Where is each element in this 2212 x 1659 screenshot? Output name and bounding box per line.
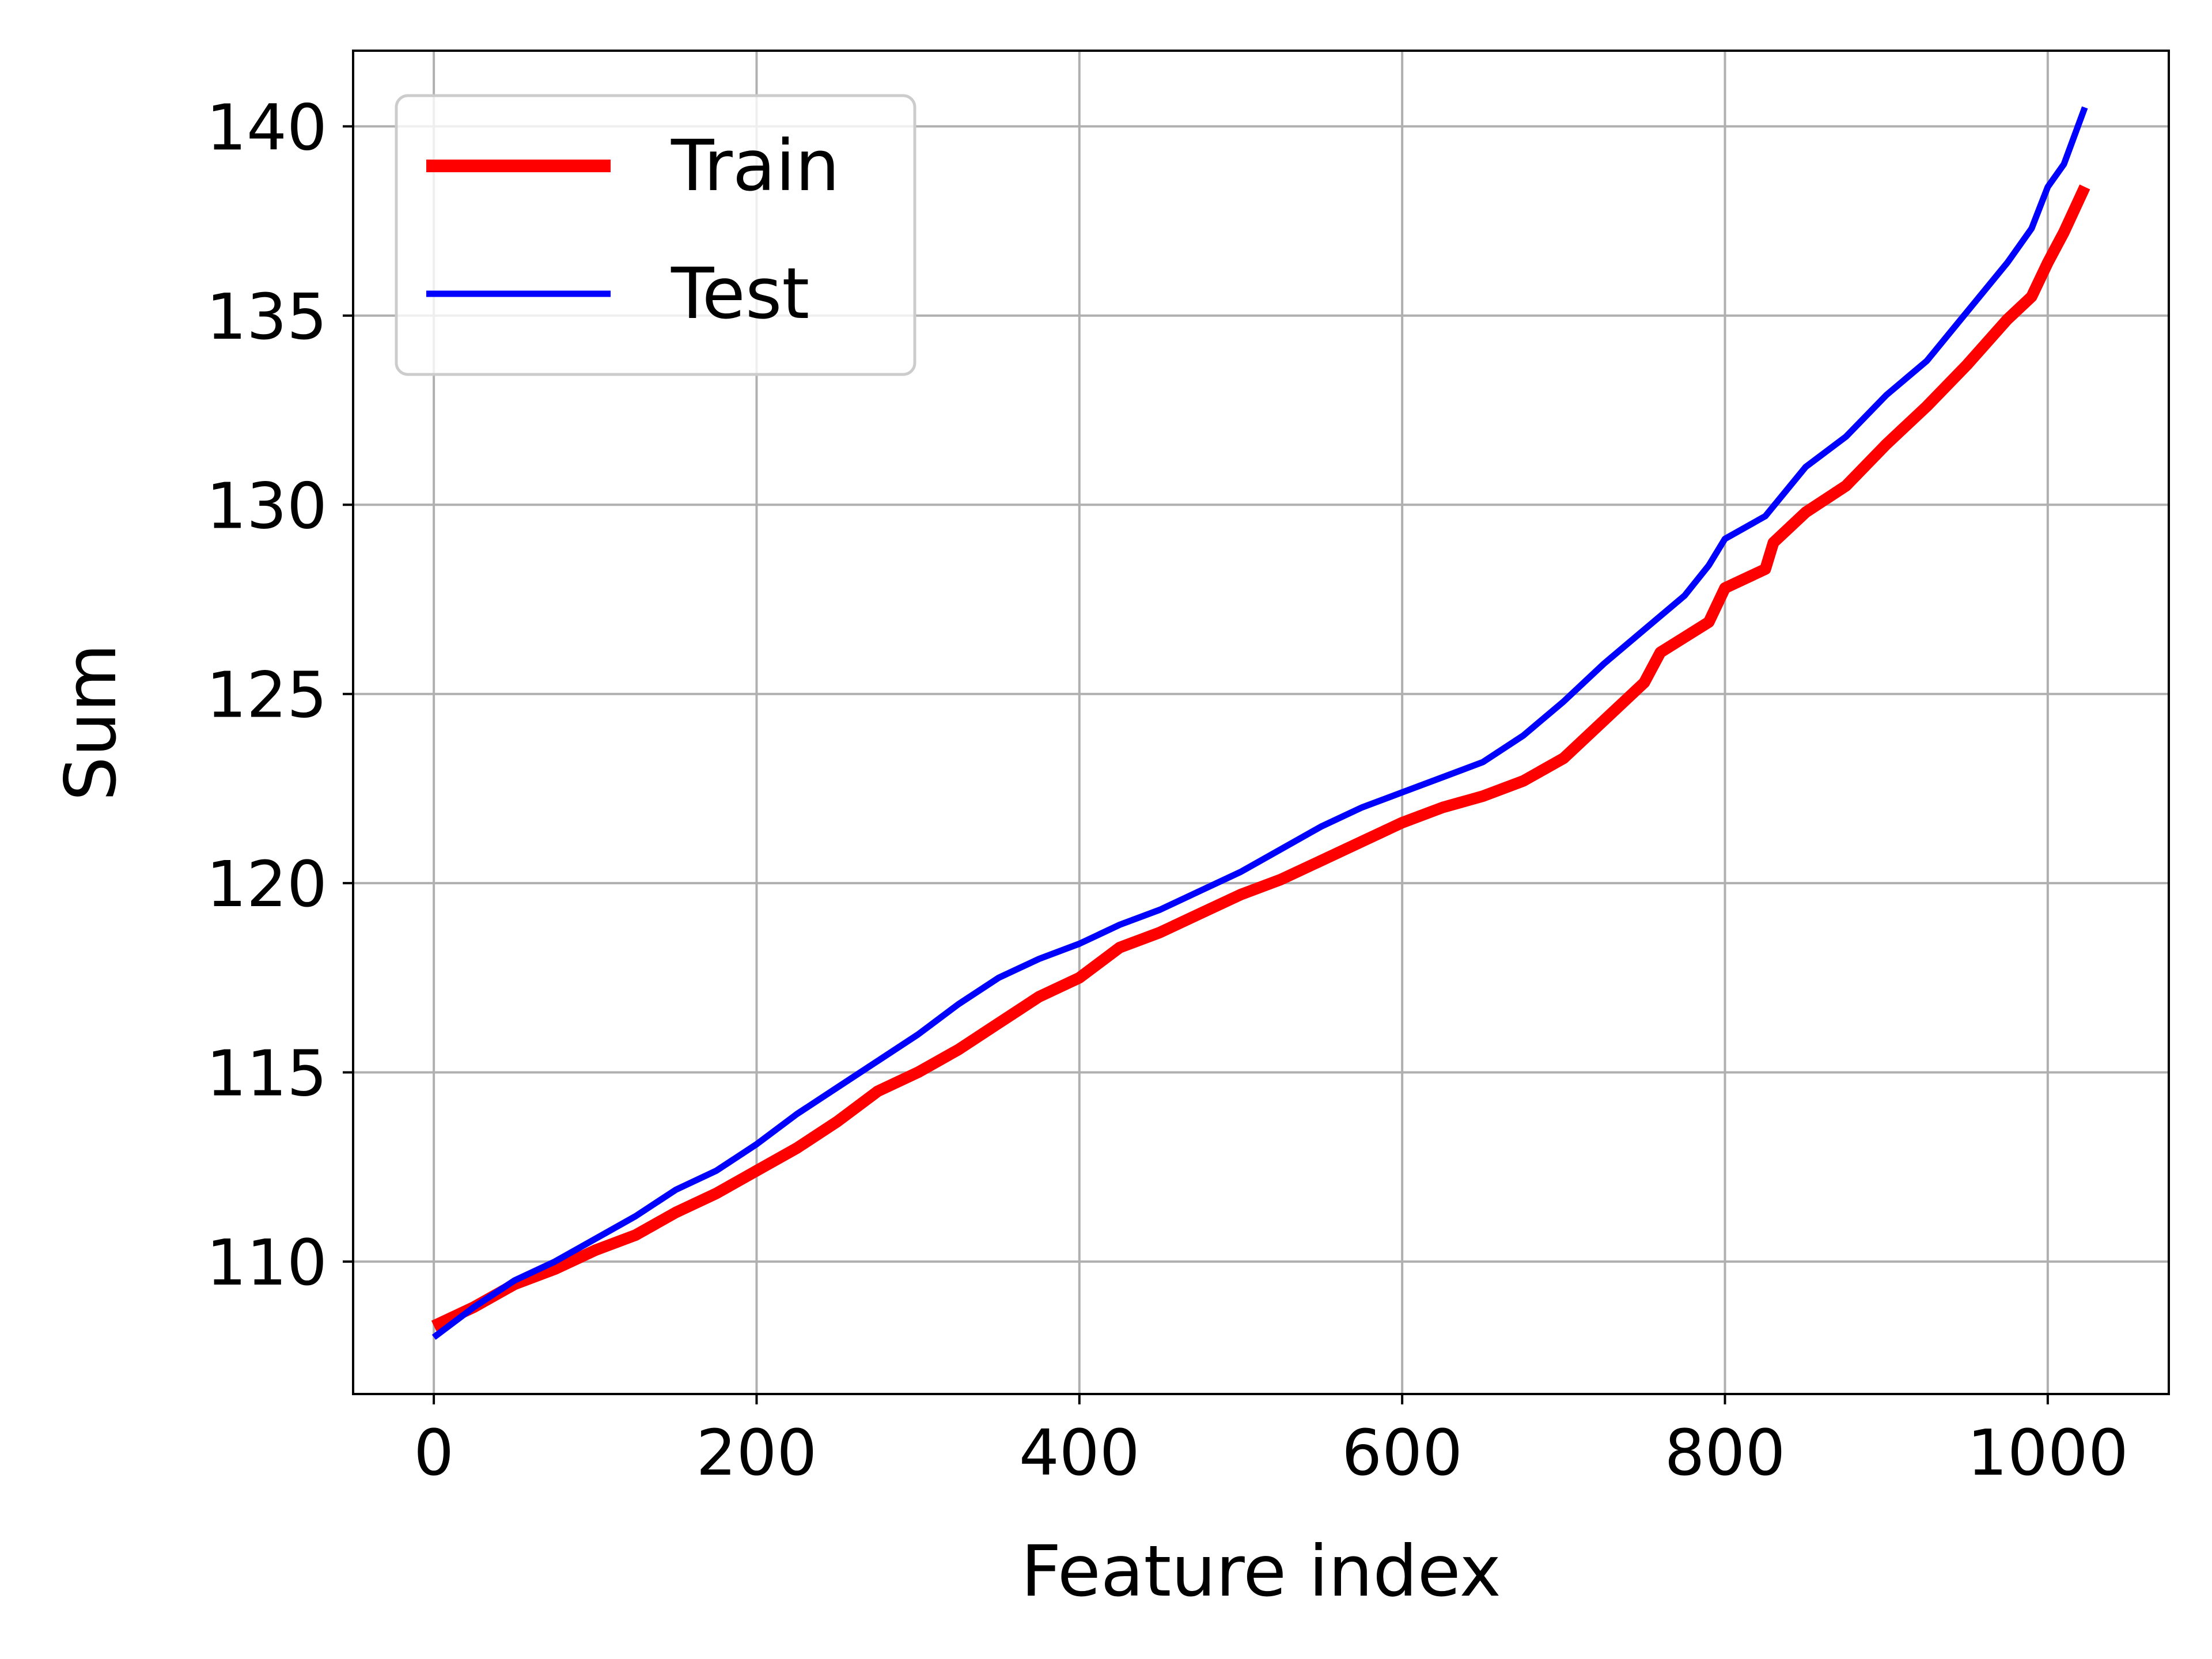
series-layer [431,106,2090,1340]
x-tick-label: 0 [414,1416,454,1490]
plot-frame [352,50,2170,1395]
y-tick-label: 110 [206,1226,327,1300]
y-tick-label: 120 [206,847,327,921]
x-tick-label: 1000 [1967,1416,2128,1490]
y-tick-label: 140 [206,90,327,164]
x-tick-label: 400 [1019,1416,1140,1490]
x-tick-label: 800 [1665,1416,1786,1490]
y-tick-label: 135 [206,280,327,354]
y-tick-label: 115 [206,1037,327,1111]
y-axis-label: Sum [50,643,132,801]
y-tick-label: 130 [206,469,327,543]
legend-test-label: Test [671,253,809,335]
legend-train-label: Train [671,125,840,207]
x-axis-label: Feature index [1021,1531,1501,1612]
series-line-train [431,184,2090,1331]
y-tick-label: 125 [206,658,327,732]
series-line-test [431,106,2088,1340]
x-tick-label: 600 [1342,1416,1463,1490]
legend: Train Test [395,94,916,376]
ticks: 0 200 400 600 800 1000 110 115 120 125 130 135 140 [206,90,2128,1490]
x-tick-label: 200 [696,1416,817,1490]
